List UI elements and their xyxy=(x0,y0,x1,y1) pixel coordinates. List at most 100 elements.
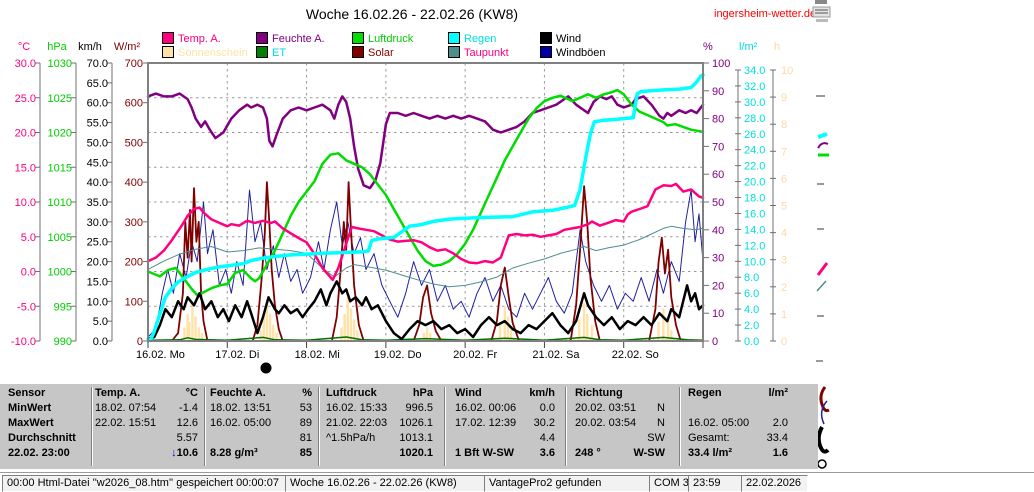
table-cell: 17.02. 12:39 30.2 xyxy=(455,417,555,429)
axis-tick-label: 8.0 xyxy=(744,272,759,284)
sensor-table: Sensor Temp. A. °C Feuchte A.% Luftdruck hPa W… xyxy=(0,384,818,469)
axis-tick-label: 8 xyxy=(781,119,787,131)
sun-bar xyxy=(506,316,510,341)
taupunkt-swatch-icon xyxy=(448,46,460,58)
table-cell: 81 xyxy=(299,432,312,444)
axis-tick-label: 50 xyxy=(712,197,724,209)
legend-label: ET xyxy=(272,47,287,59)
table-cell: ^1.5hPa/h 1013.1 xyxy=(326,432,433,444)
sun-bar xyxy=(197,327,200,341)
axis-tick-label: 1020 xyxy=(48,128,72,140)
legend-label: Luftdruck xyxy=(368,33,414,45)
axis-tick-label: 100 xyxy=(712,58,730,70)
series-et xyxy=(147,336,704,341)
plot-border xyxy=(147,62,704,342)
axis-tick-label: 15.0 xyxy=(15,162,36,174)
axis-tick-label: 65.0 xyxy=(87,78,108,90)
axis-tick-label: 400 xyxy=(125,177,143,189)
axis-tick-label: 15.0 xyxy=(87,276,108,288)
sun-bar xyxy=(356,330,359,341)
axis-tick-label: 30.0 xyxy=(87,217,108,229)
x-axis-label: 16.02. Mo xyxy=(136,349,185,361)
sun-bar xyxy=(188,322,191,341)
legend-item-et[interactable]: ET xyxy=(256,46,287,59)
x-axis-label: 17.02. Di xyxy=(215,349,259,361)
legend-item-feuchte[interactable]: Feuchte A. xyxy=(256,32,325,45)
table-divider xyxy=(679,387,681,466)
table-cell: 248 ° W-SW xyxy=(575,447,665,459)
series-luftdruck xyxy=(146,88,705,297)
status-panel-6: 22.02.2026 xyxy=(741,475,808,492)
row-label: Durchschnitt xyxy=(8,432,76,444)
legend-item-temp[interactable]: Temp. A. xyxy=(162,32,221,45)
series-wind xyxy=(146,280,705,341)
axis-tick-label: 50.0 xyxy=(87,137,108,149)
table-divider xyxy=(444,387,446,466)
axis-tick-label: 300 xyxy=(125,217,143,229)
series-regen xyxy=(146,73,705,343)
x-axis-label: 22.02. So xyxy=(612,349,659,361)
legend-label: Temp. A. xyxy=(178,33,221,45)
axis-tick-label: 30 xyxy=(712,253,724,265)
axis-tick-label: 1030 xyxy=(48,58,72,70)
axis-header-rain: l/m² xyxy=(739,41,758,53)
table-cell: 20.02. 03:54 N xyxy=(575,417,665,429)
axis-tick-label: 20 xyxy=(712,280,724,292)
legend-label: Windböen xyxy=(556,47,606,59)
axis-tick-label: 16.0 xyxy=(744,208,765,220)
legend-item-sonnenschein[interactable]: Sonnenschein xyxy=(162,46,248,59)
axis-tick-label: 995 xyxy=(54,301,72,313)
sun-bar xyxy=(425,327,429,341)
axis-header-wind: km/h xyxy=(78,41,102,53)
sun-bar xyxy=(590,324,594,341)
axis-header-sun: h xyxy=(774,41,780,53)
legend-item-taupunkt[interactable]: Taupunkt xyxy=(448,46,509,59)
axis-tick-label: 55.0 xyxy=(87,118,108,130)
fragment xyxy=(820,400,828,425)
legend-item-wind[interactable]: Wind xyxy=(540,32,581,45)
temp-swatch-icon xyxy=(162,32,174,44)
axis-tick-label: 1000 xyxy=(48,267,72,279)
axis-tick-label: 6.0 xyxy=(744,288,759,300)
axis-tick-label: 0 xyxy=(712,336,718,348)
axis-tick-label: 1005 xyxy=(48,232,72,244)
status-bar: 00:00 Html-Datei ''w2026_08.htm'' gespei… xyxy=(0,472,1034,492)
table-cell: Gesamt: 33.4 xyxy=(688,432,788,444)
legend-item-luftdruck[interactable]: Luftdruck xyxy=(352,32,414,45)
luftdruck-swatch-icon xyxy=(352,32,364,44)
axis-tick-label: 28.0 xyxy=(744,113,765,125)
legend-item-regen[interactable]: Regen xyxy=(448,32,496,45)
new-moon-icon xyxy=(260,362,272,374)
status-panel-5: 23:59 xyxy=(688,475,744,492)
fragment xyxy=(817,132,828,139)
series-solar xyxy=(147,181,704,342)
series-sonnenschein-bars xyxy=(183,297,673,341)
sun-bar xyxy=(352,319,356,341)
x-axis-label: 21.02. Sa xyxy=(532,349,580,361)
x-axis-label: 20.02. Fr xyxy=(453,349,497,361)
axis-tick-label: 10 xyxy=(712,308,724,320)
axis-tick-label: 20.0 xyxy=(87,257,108,269)
column-header-6: Regen l/m² xyxy=(688,387,788,399)
legend-item-solar[interactable]: Solar xyxy=(352,46,394,59)
axis-tick-label: 2 xyxy=(781,282,787,294)
axis-tick-label: 22.0 xyxy=(744,161,765,173)
legend-item-windboeen[interactable]: Windböen xyxy=(540,46,606,59)
site-link[interactable]: ingersheim-wetter.de xyxy=(714,8,817,20)
sun-bar xyxy=(340,327,343,341)
sun-bar xyxy=(343,313,346,341)
sun-bar xyxy=(498,324,502,341)
x-axis-label: 18.02. Mi xyxy=(295,349,340,361)
column-header-2: Feuchte A.% xyxy=(210,387,312,399)
axis-temp: 30.0 25.0 20.0 15.0 10.0 5.0 0.0 -5.0 -10.0 °C xyxy=(11,41,41,348)
sun-bar xyxy=(670,330,673,341)
axis-tick-label: 30.0 xyxy=(744,97,765,109)
sun-bar xyxy=(666,319,670,341)
axis-tick-label: 10 xyxy=(781,65,793,77)
sun-bar xyxy=(422,332,426,341)
sun-bar xyxy=(657,322,660,341)
sun-bar xyxy=(509,330,513,341)
